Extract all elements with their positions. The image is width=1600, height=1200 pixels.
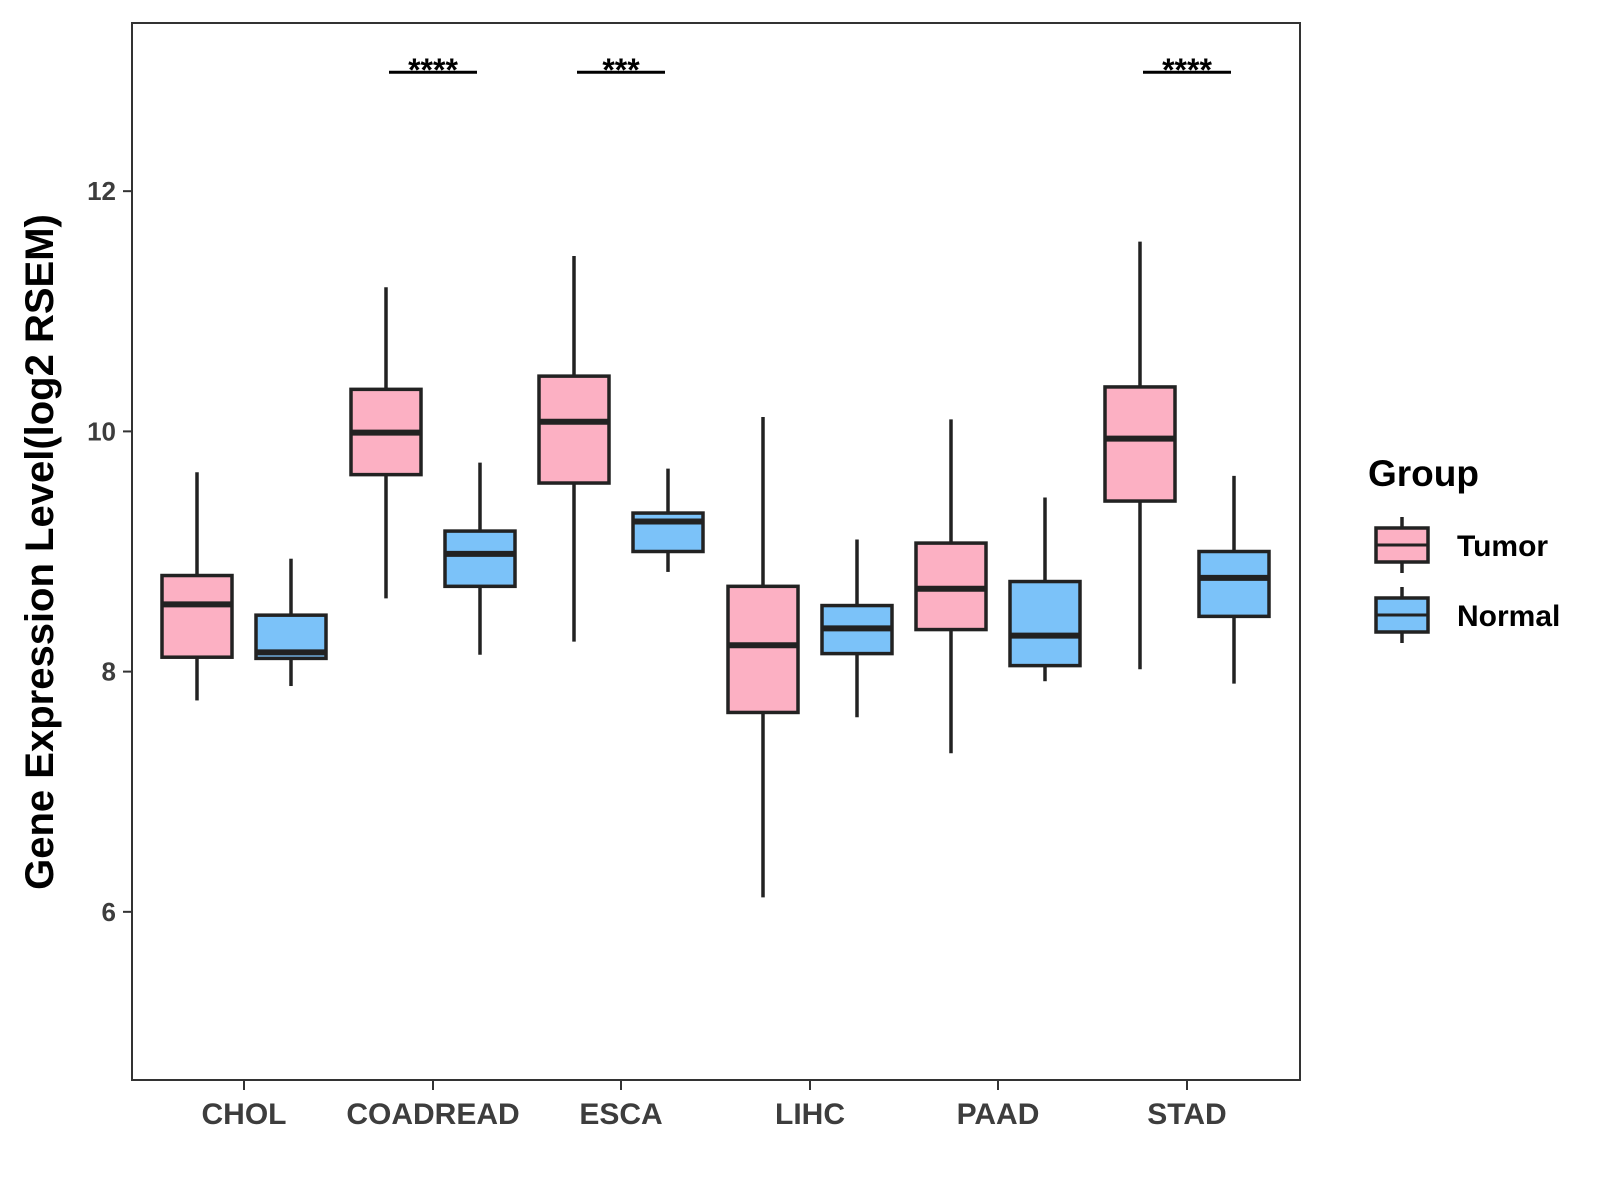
significance-annotations: **** *** ****: [389, 52, 1231, 88]
box-normal-esca: [631, 468, 705, 572]
legend: Group Tumor Normal: [1368, 453, 1560, 643]
box-body: [537, 374, 611, 485]
y-axis: 6 8 10 12: [87, 176, 132, 927]
box-tumor-lihc: [726, 416, 800, 898]
y-tick-label: 10: [87, 416, 116, 446]
box-body: [1103, 385, 1177, 503]
legend-item-tumor: Tumor: [1374, 517, 1548, 573]
significance-label: ****: [408, 52, 458, 88]
box-body: [726, 584, 800, 715]
plot-panel: [131, 22, 1301, 1081]
box-tumor-coadread: [349, 287, 423, 599]
box-normal-coadread: [443, 462, 517, 655]
box-tumor-chol: [160, 472, 234, 701]
legend-item-normal: Normal: [1374, 587, 1560, 643]
box-tumor-esca: [537, 256, 611, 642]
box-body: [1008, 579, 1082, 668]
x-tick-label: PAAD: [957, 1098, 1040, 1131]
box-body: [160, 573, 234, 659]
x-tick-label: LIHC: [775, 1098, 845, 1131]
box-body: [1197, 549, 1271, 619]
y-axis-title: Gene Expression Level(log2 RSEM): [18, 214, 62, 890]
x-tick-label: ESCA: [579, 1098, 662, 1131]
significance-label: ****: [1162, 52, 1212, 88]
box-normal-lihc: [820, 539, 894, 718]
box-normal-stad: [1197, 475, 1271, 684]
box-tumor-paad: [914, 419, 988, 754]
y-tick-label: 12: [87, 176, 116, 206]
y-tick-label: 6: [102, 897, 116, 927]
box-normal-chol: [254, 558, 328, 687]
box-tumor-stad: [1103, 241, 1177, 670]
x-axis: CHOL COADREAD ESCA LIHC PAAD STAD: [202, 1080, 1227, 1131]
legend-label: Tumor: [1457, 530, 1548, 563]
box-series: [160, 241, 1271, 898]
x-tick-label: CHOL: [202, 1098, 287, 1131]
legend-title: Group: [1368, 453, 1479, 494]
legend-label: Normal: [1457, 600, 1560, 633]
x-tick-label: COADREAD: [346, 1098, 519, 1131]
significance-label: ***: [602, 52, 640, 88]
y-tick-label: 8: [102, 657, 116, 687]
x-tick-label: STAD: [1147, 1098, 1226, 1131]
box-normal-paad: [1008, 497, 1082, 682]
box-body: [443, 529, 517, 589]
